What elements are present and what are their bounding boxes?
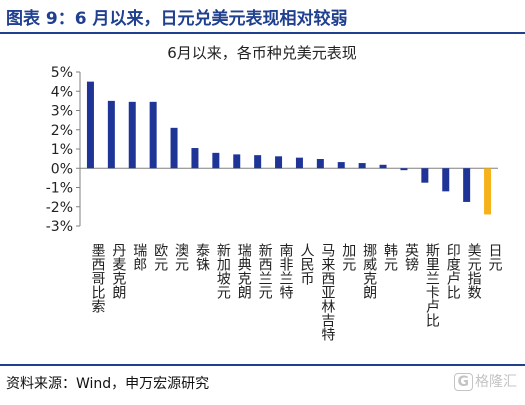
bar [128, 101, 136, 169]
y-tick-label: 5% [51, 65, 73, 81]
bar [337, 162, 345, 169]
header-divider [0, 32, 525, 34]
bar [86, 81, 94, 169]
chart-title: 6月以来，各币种兑美元表现 [167, 44, 357, 62]
bar [316, 159, 324, 169]
bar [442, 168, 450, 192]
x-tick-label: 泰铢 [194, 243, 210, 271]
y-tick-label: 1% [51, 142, 73, 158]
y-tick-label: 2% [51, 123, 73, 139]
x-tick-label: 墨西哥比索 [89, 243, 105, 313]
watermark-glyph: G [453, 373, 473, 391]
x-tick-label: 韩元 [382, 243, 398, 272]
bars [86, 81, 492, 215]
x-tick-label: 挪威克朗 [361, 243, 377, 300]
figure-title: 图表 9：6 月以来，日元兑美元表现相对较弱 [6, 9, 348, 29]
x-tick-label: 斯里兰卡卢比 [424, 243, 440, 327]
bar [275, 156, 283, 169]
y-tick-label: 0% [51, 161, 73, 177]
source-note: 资料来源：Wind，申万宏源研究 [6, 376, 210, 392]
bar [254, 155, 262, 169]
bar [149, 101, 157, 169]
x-axis-labels: 墨西哥比索 丹麦克朗 瑞郎 欧元 澳元 泰铢 新加坡元 瑞典克朗 新西兰元 南非兰特 人民币 马来西亚… [89, 242, 502, 341]
bar [191, 148, 199, 169]
x-tick-label: 美元指数 [466, 243, 482, 299]
y-tick-label: -2% [46, 200, 73, 216]
x-tick-label: 英镑 [403, 242, 419, 271]
x-tick-label: 新加坡元 [215, 243, 231, 300]
y-tick-label: -3% [46, 219, 73, 235]
y-axis: 5% 4% 3% 2% 1% 0% -1% -2% -3% [46, 65, 498, 235]
x-tick-label: 南非兰特 [278, 243, 294, 299]
x-tick-label: 澳元 [173, 243, 189, 272]
bar [212, 152, 220, 169]
x-tick-label: 加元 [340, 243, 356, 272]
x-tick-label: 瑞典克朗 [236, 243, 252, 300]
bar [400, 168, 408, 171]
x-tick-label: 印度卢比 [445, 243, 461, 299]
y-tick-label: -1% [46, 181, 73, 197]
bar [295, 157, 303, 169]
x-tick-label: 瑞郎 [131, 243, 147, 271]
bar [463, 168, 471, 202]
footer-divider [0, 364, 525, 366]
bar [421, 168, 429, 183]
bar [484, 168, 492, 215]
x-tick-label: 新西兰元 [257, 243, 273, 300]
y-tick-label: 4% [51, 84, 73, 100]
bar-chart: 6月以来，各币种兑美元表现 5% 4% 3% 2% 1% 0% -1% -2% -3% 墨西哥比… [46, 44, 503, 341]
x-tick-label: 欧元 [152, 243, 168, 272]
x-tick-label: 日元 [487, 243, 503, 272]
bar [358, 163, 366, 169]
x-tick-label: 丹麦克朗 [110, 243, 126, 300]
bar [107, 100, 115, 169]
x-tick-label: 人民币 [298, 243, 314, 285]
watermark-logo: G 格隆汇 [453, 371, 517, 391]
watermark-text: 格隆汇 [475, 374, 517, 390]
y-tick-label: 3% [51, 104, 73, 120]
header: 图表 9：6 月以来，日元兑美元表现相对较弱 [0, 0, 525, 34]
x-tick-label: 马来西亚林吉特 [319, 243, 335, 341]
bar [170, 127, 178, 169]
bar [379, 164, 387, 169]
bar [233, 154, 241, 169]
